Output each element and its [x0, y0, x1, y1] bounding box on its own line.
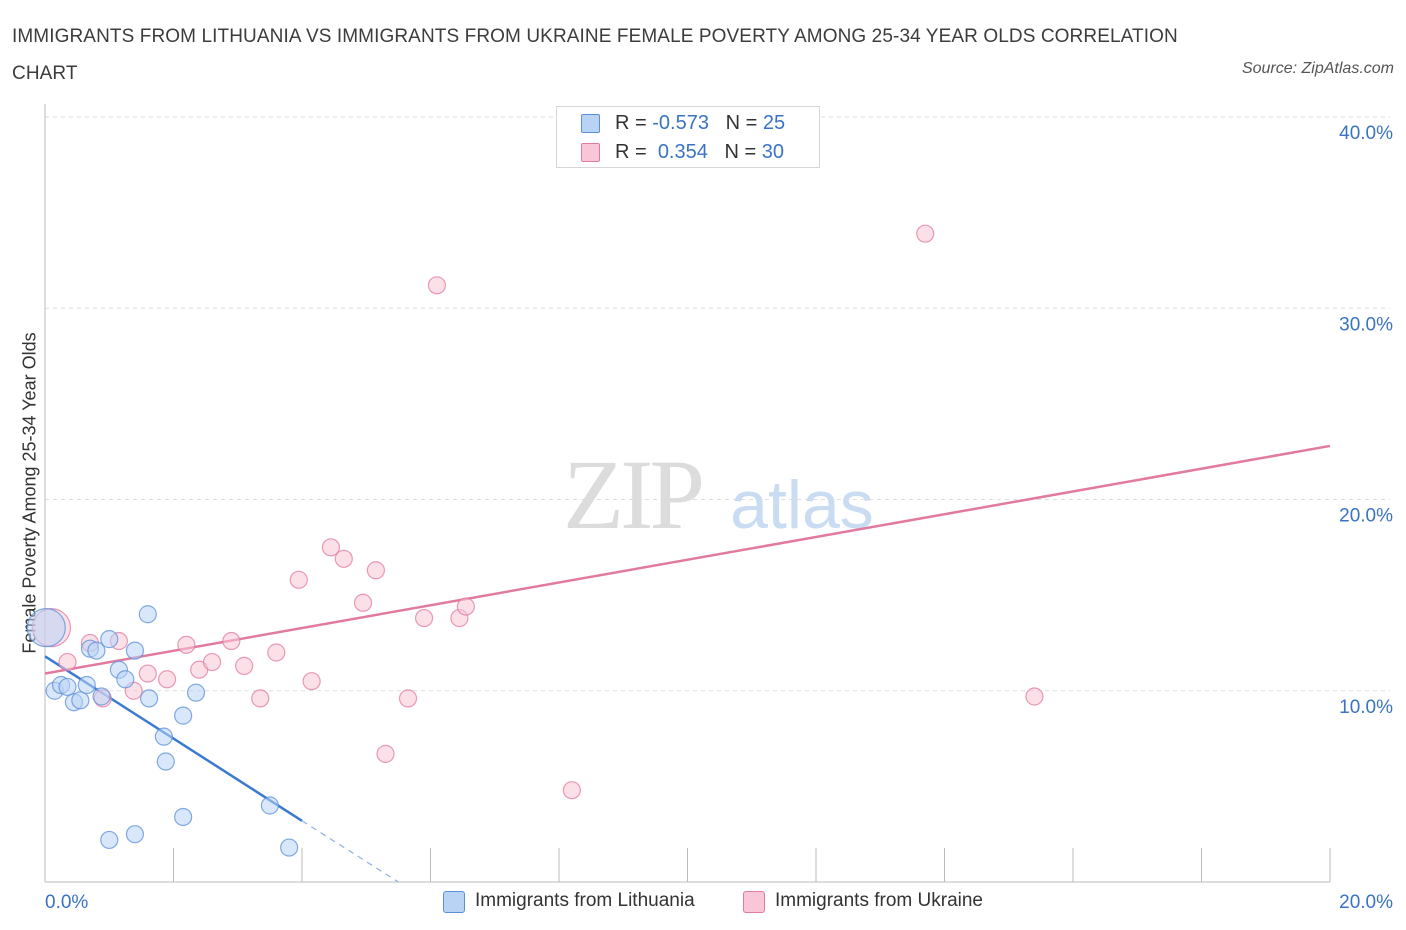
legend-r-value: -0.573: [652, 112, 709, 134]
data-point-lithuania: [154, 727, 173, 746]
data-point-ukraine: [289, 570, 308, 589]
trend-line-lithuania-extension: [301, 820, 399, 883]
data-point-ukraine: [302, 672, 321, 691]
gridlines: [45, 116, 1390, 692]
data-point-lithuania: [139, 689, 159, 708]
legend-n-value: 30: [761, 141, 785, 163]
data-point-ukraine: [334, 549, 353, 568]
watermark: ZIP atlas: [563, 439, 874, 550]
data-point-lithuania: [260, 796, 279, 815]
data-point-ukraine: [267, 643, 286, 662]
chart-title: IMMIGRANTS FROM LITHUANIA VS IMMIGRANTS …: [12, 26, 1178, 84]
x-tick-label: 20.0%: [1339, 892, 1393, 913]
data-point-ukraine: [1025, 687, 1044, 706]
legend-swatch-ukraine: [581, 143, 600, 162]
data-point-lithuania: [125, 825, 145, 844]
data-point-lithuania: [125, 641, 145, 660]
data-point-ukraine: [366, 561, 385, 580]
data-point-lithuania: [280, 838, 299, 857]
data-point-ukraine: [427, 276, 447, 295]
data-point-ukraine: [157, 670, 177, 689]
data-point-lithuania: [186, 683, 206, 702]
x-tick-label: 0.0%: [45, 892, 88, 913]
legend-r-label: R =: [615, 141, 647, 163]
source-label: Source: ZipAtlas.com: [1241, 60, 1394, 77]
watermark-zip: ZIP: [563, 439, 701, 550]
trend-line-ukraine: [44, 444, 1331, 675]
data-point-ukraine: [251, 689, 270, 708]
data-point-lithuania: [87, 641, 106, 660]
data-point-ukraine: [321, 538, 341, 557]
legend-n-label: N =: [724, 141, 757, 163]
data-point-ukraine: [456, 597, 475, 616]
data-point-lithuania: [174, 807, 193, 827]
correlation-legend: R = -0.573 N = 25 R = 0.354 N = 30: [556, 106, 820, 168]
y-tick-label: 10.0%: [1339, 697, 1393, 718]
data-point-lithuania: [71, 691, 90, 710]
data-point-ukraine: [376, 744, 395, 763]
data-point-ukraine: [222, 631, 241, 651]
legend-n-label: N =: [725, 112, 758, 134]
data-point-lithuania: [77, 675, 96, 695]
tick-labels: 10.0% 20.0% 30.0% 40.0% 0.0% 20.0%: [45, 123, 1393, 913]
data-point-lithuania: [116, 670, 135, 689]
legend-label-ukraine: Immigrants from Ukraine: [775, 890, 983, 911]
legend-swatch-ukraine: [743, 891, 765, 913]
data-point-ukraine: [235, 656, 254, 675]
data-points: [26, 224, 1044, 857]
data-point-ukraine: [177, 635, 196, 654]
data-point-ukraine: [58, 652, 77, 672]
legend-r-label: R =: [615, 112, 647, 134]
legend-swatch-lithuania: [443, 891, 465, 913]
data-point-ukraine: [138, 664, 157, 683]
data-point-lithuania: [174, 706, 193, 725]
data-point-ukraine: [414, 608, 434, 628]
legend-label-lithuania: Immigrants from Lithuania: [475, 890, 695, 911]
data-point-ukraine: [202, 652, 222, 672]
data-point-lithuania: [156, 752, 175, 771]
data-point-lithuania: [138, 605, 157, 624]
data-point-lithuania: [100, 630, 119, 649]
data-point-lithuania: [58, 677, 77, 697]
y-tick-label: 30.0%: [1339, 314, 1393, 335]
legend-r-value: 0.354: [657, 141, 708, 163]
data-point-ukraine: [916, 224, 935, 243]
data-point-lithuania: [100, 830, 119, 850]
y-tick-label: 40.0%: [1339, 123, 1393, 144]
axes: [44, 104, 1331, 883]
y-tick-label: 20.0%: [1339, 506, 1393, 527]
data-point-lithuania: [92, 687, 111, 706]
data-point-ukraine: [398, 689, 418, 708]
legend-n-value: 25: [762, 112, 786, 134]
data-point-lithuania: [26, 608, 66, 648]
data-point-ukraine: [353, 593, 373, 612]
legend-swatch-lithuania: [581, 114, 600, 133]
data-point-ukraine: [562, 781, 581, 800]
